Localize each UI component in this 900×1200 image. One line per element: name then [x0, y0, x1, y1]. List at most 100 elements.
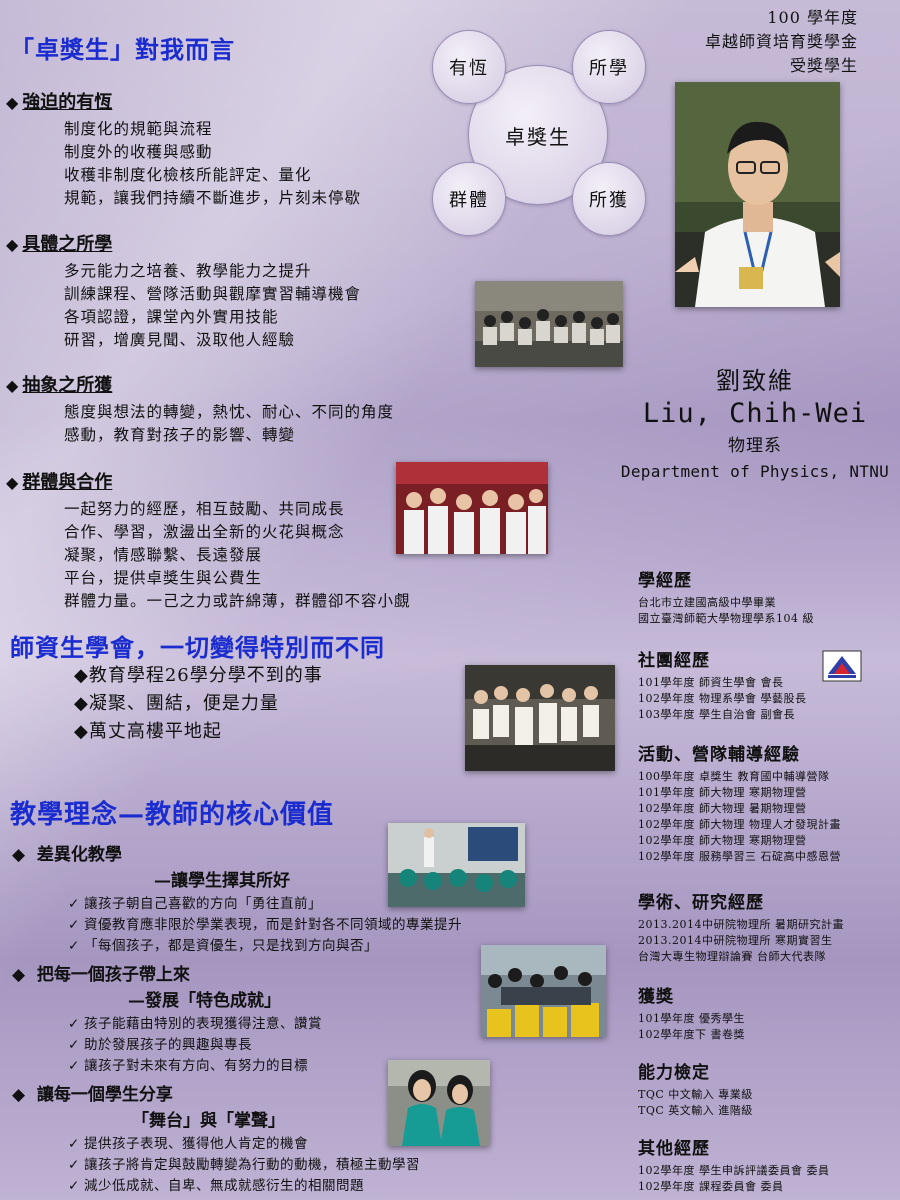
recipient-label: 受獎學生 — [789, 56, 858, 75]
resume-line: 100學年度 卓獎生 教育國中輔導營隊 — [638, 770, 830, 783]
dept-en: Department of Physics, NTNU — [620, 462, 890, 481]
philosophy-check: 資優教育應非限於學業表現，而是針對各不同領域的專業提升 — [84, 917, 462, 933]
resume-line: TQC 中文輸入 專業級 — [638, 1088, 753, 1101]
philosophy-check: 讓孩子朝自己喜歡的方向「勇往直前」 — [84, 896, 322, 912]
resume-heading: 活動、營隊輔導經驗 — [638, 745, 800, 765]
name-zh: 劉致維 — [716, 367, 794, 395]
resume-heading: 獲獎 — [638, 987, 674, 1007]
philosophy-check: 讓孩子對未來有方向、有努力的目標 — [84, 1058, 308, 1074]
diamond-icon: ◆ — [12, 845, 26, 865]
section-heading: 群體與合作 — [22, 472, 113, 493]
check-icon: ✓ — [68, 896, 80, 912]
section-persistence: ◆ 強迫的有恆 制度化的規範與流程 制度外的收穫與感動 收穫非制度化檢核所能評定、… — [6, 88, 361, 210]
check-icon: ✓ — [68, 1016, 80, 1032]
section-line: 各項認證，課堂內外實用技能 — [64, 308, 279, 326]
philosophy-check: 助於發展孩子的興趣與專長 — [84, 1037, 252, 1053]
resume-line: 103學年度 學生自治會 副會長 — [638, 708, 795, 721]
section-line: 訓練課程、營隊活動與觀摩實習輔導機會 — [64, 285, 362, 303]
section-heading: 強迫的有恆 — [22, 92, 113, 113]
section-line: 規範，讓我們持續不斷進步，片刻未停歇 — [64, 189, 362, 207]
section-line: 合作、學習，激盪出全新的火花與概念 — [64, 523, 345, 541]
classroom-photo — [388, 823, 525, 907]
association-bullet: ◆教育學程26學分學不到的事 — [74, 665, 323, 686]
philosophy-item-differentiated: ◆ 差異化教學 —讓學生擇其所好 ✓ 讓孩子朝自己喜歡的方向「勇往直前」 ✓ 資優教… — [12, 842, 462, 957]
philosophy-heading: 差異化教學 — [36, 845, 122, 865]
check-icon: ✓ — [68, 1178, 80, 1194]
section-learning: ◆ 具體之所學 多元能力之培養、教學能力之提升 訓練課程、營隊活動與觀摩實習輔導機… — [6, 230, 361, 352]
diagram-node-gains: 所獲 — [572, 162, 646, 236]
association-bullet: ◆凝聚、團結，便是力量 — [74, 693, 279, 714]
check-icon: ✓ — [68, 1058, 80, 1074]
resume-line: 102學年度下 書卷獎 — [638, 1028, 745, 1041]
diamond-icon: ◆ — [12, 965, 26, 985]
philosophy-subheading: —讓學生擇其所好 — [154, 871, 290, 891]
philosophy-subheading: 「舞台」與「掌聲」 — [132, 1111, 285, 1131]
resume-heading: 能力檢定 — [638, 1063, 710, 1083]
resume-clubs: 社團經歷 101學年度 師資生學會 會長 102學年度 物理系學會 學藝股長 1… — [638, 646, 896, 723]
section-heading: 抽象之所獲 — [22, 375, 113, 396]
philosophy-item-every-child: ◆ 把每一個孩子帶上來 —發展「特色成就」 ✓ 孩子能藉由特別的表現獲得注意、讚賞… — [12, 962, 322, 1077]
diamond-icon: ◆ — [6, 376, 19, 395]
resume-awards: 獲獎 101學年度 優秀學生 102學年度下 書卷獎 — [638, 982, 896, 1043]
teamwork-photo — [396, 462, 548, 554]
scholarship-info: 100 學年度 卓越師資培育獎學金 受獎學生 — [705, 6, 858, 78]
section-line: 多元能力之培養、教學能力之提升 — [64, 262, 312, 280]
section-heading: 具體之所學 — [22, 234, 113, 255]
resume-camps: 活動、營隊輔導經驗 100學年度 卓獎生 教育國中輔導營隊 101學年度 師大物… — [638, 740, 896, 865]
resume-line: 102學年度 師大物理 暑期物理營 — [638, 802, 807, 815]
section-line: 凝聚，情感聯繫、長遠發展 — [64, 546, 263, 564]
resume-research: 學術、研究經歷 2013.2014中研院物理所 暑期研究計畫 2013.2014… — [638, 888, 896, 965]
resume-education: 學經歷 台北市立建國高級中學畢業 國立臺灣師範大學物理學系104 級 — [638, 566, 896, 627]
section-line: 群體力量。一己之力或許綿薄，群體卻不容小覷 — [64, 592, 411, 610]
diamond-icon: ◆ — [6, 473, 19, 492]
resume-line: 102學年度 課程委員會 委員 — [638, 1180, 784, 1193]
diamond-icon: ◆ — [12, 1085, 26, 1105]
resume-line: 102學年度 服務學習三 石碇高中感恩營 — [638, 850, 841, 863]
resume-line: 2013.2014中研院物理所 寒期實習生 — [638, 934, 833, 947]
section-group: ◆ 群體與合作 一起努力的經歷，相互鼓勵、共同成長 合作、學習，激盪出全新的火花與… — [6, 468, 411, 613]
resume-line: 台灣大專生物理辯論賽 台師大代表隊 — [638, 950, 826, 963]
sharing-photo — [388, 1060, 490, 1146]
resume-heading: 學術、研究經歷 — [638, 893, 764, 913]
resume-heading: 社團經歷 — [638, 651, 710, 671]
association-logo-icon — [822, 650, 862, 682]
resume-heading: 其他經歷 — [638, 1139, 710, 1159]
association-bullets: ◆教育學程26學分學不到的事 ◆凝聚、團結，便是力量 ◆萬丈高樓平地起 — [74, 662, 323, 746]
resume-line: TQC 英文輸入 進階級 — [638, 1104, 753, 1117]
check-icon: ✓ — [68, 1136, 80, 1152]
scholarship-name: 卓越師資培育獎學金 — [704, 32, 858, 51]
resume-line: 台北市立建國高級中學畢業 — [638, 596, 776, 609]
association-bullet: ◆萬丈高樓平地起 — [74, 721, 222, 742]
association-photo — [465, 665, 615, 771]
resume-line: 101學年度 師大物理 寒期物理營 — [638, 786, 807, 799]
resume-line: 101學年度 師資生學會 會長 — [638, 676, 784, 689]
resume-line: 102學年度 師大物理 寒期物理營 — [638, 834, 807, 847]
page-title: 「卓獎生」對我而言 — [10, 35, 235, 64]
resume-heading: 學經歷 — [638, 571, 692, 591]
resume-line: 101學年度 優秀學生 — [638, 1012, 745, 1025]
diagram-node-learning: 所學 — [572, 30, 646, 104]
section-line: 收穫非制度化檢核所能評定、量化 — [64, 166, 312, 184]
section-gains: ◆ 抽象之所獲 態度與想法的轉變，熱忱、耐心、不同的角度 感動，教育對孩子的影響、… — [6, 371, 394, 447]
section-line: 態度與想法的轉變，熱忱、耐心、不同的角度 — [64, 403, 395, 421]
section-line: 制度外的收穫與感動 — [64, 143, 213, 161]
philosophy-check: 提供孩子表現、獲得他人肯定的機會 — [84, 1136, 308, 1152]
diagram-node-group: 群體 — [432, 162, 506, 236]
students-photo — [481, 945, 606, 1037]
camp-group-photo — [475, 281, 623, 367]
section-line: 一起努力的經歷，相互鼓勵、共同成長 — [64, 500, 345, 518]
diamond-icon: ◆ — [6, 93, 19, 112]
portrait-photo — [675, 82, 840, 307]
resume-other: 其他經歷 102學年度 學生申訴評議委員會 委員 102學年度 課程委員會 委員 — [638, 1134, 896, 1195]
diamond-icon: ◆ — [6, 235, 19, 254]
check-icon: ✓ — [68, 917, 80, 933]
resume-line: 102學年度 物理系學會 學藝股長 — [638, 692, 807, 705]
check-icon: ✓ — [68, 1157, 80, 1173]
resume-line: 102學年度 學生申訴評議委員會 委員 — [638, 1164, 830, 1177]
resume-line: 102學年度 師大物理 物理人才發現計畫 — [638, 818, 841, 831]
resume-line: 國立臺灣師範大學物理學系104 級 — [638, 612, 814, 625]
section-line: 研習，增廣見聞、汲取他人經驗 — [64, 331, 296, 349]
resume-line: 2013.2014中研院物理所 暑期研究計畫 — [638, 918, 844, 931]
dept-zh: 物理系 — [728, 436, 782, 456]
check-icon: ✓ — [68, 1037, 80, 1053]
